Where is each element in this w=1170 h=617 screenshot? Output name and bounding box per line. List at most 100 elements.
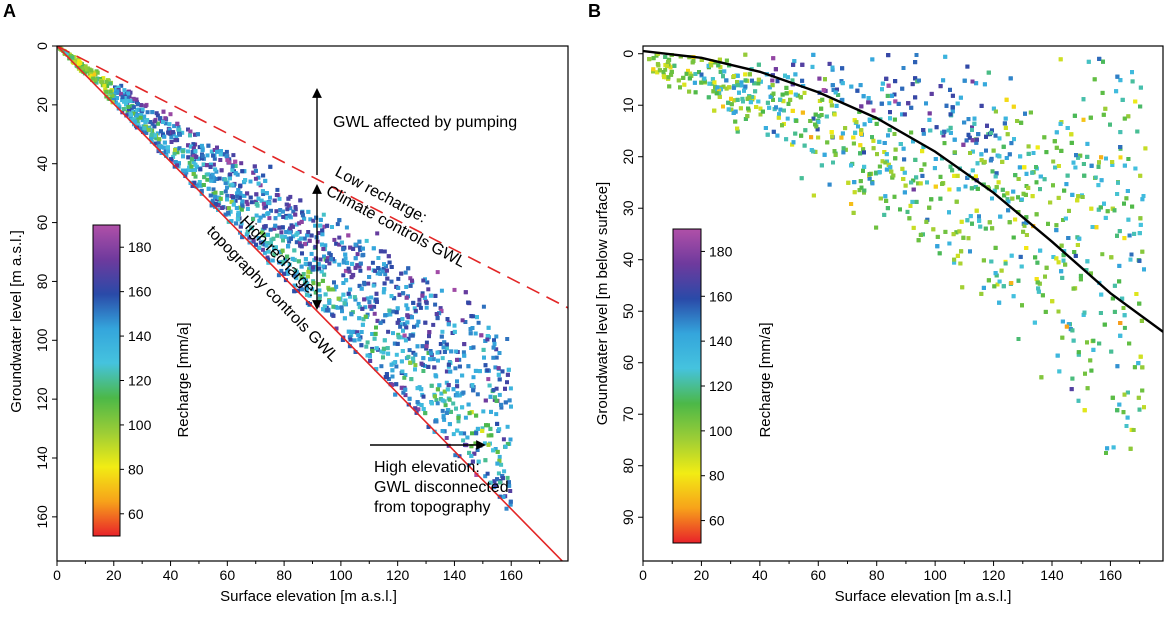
scatter-point xyxy=(407,396,412,401)
scatter-point xyxy=(724,86,729,91)
scatter-point xyxy=(858,179,863,184)
scatter-point xyxy=(208,193,213,198)
scatter-point xyxy=(829,130,834,135)
scatter-point xyxy=(1004,97,1009,102)
scatter-point xyxy=(1005,132,1010,137)
scatter-point xyxy=(273,216,278,221)
scatter-point xyxy=(452,323,457,328)
scatter-point xyxy=(841,146,846,151)
scatter-point xyxy=(440,429,445,433)
scatter-point xyxy=(494,334,499,339)
scatter-point xyxy=(920,173,925,178)
scatter-point xyxy=(366,266,371,271)
scatter-point xyxy=(426,364,431,369)
scatter-point xyxy=(1093,175,1098,180)
scatter-point xyxy=(843,126,848,131)
scatter-point xyxy=(1129,252,1134,257)
scatter-point xyxy=(323,243,328,248)
scatter-point xyxy=(410,315,414,320)
scatter-point xyxy=(175,163,179,168)
scatter-point xyxy=(91,76,96,81)
scatter-point xyxy=(955,173,960,178)
scatter-point xyxy=(378,320,383,325)
scatter-point xyxy=(929,197,934,202)
scatter-point xyxy=(481,304,486,309)
scatter-point xyxy=(285,254,290,259)
scatter-point xyxy=(672,63,677,68)
scatter-point xyxy=(940,156,944,161)
scatter-point xyxy=(461,390,466,395)
scatter-point xyxy=(733,119,738,124)
scatter-point xyxy=(418,305,423,310)
scatter-point xyxy=(968,214,973,219)
scatter-point xyxy=(262,242,267,247)
scatter-point xyxy=(273,223,278,228)
scatter-point xyxy=(1007,220,1012,225)
scatter-point xyxy=(256,236,261,241)
scatter-point xyxy=(473,441,478,446)
scatter-point xyxy=(225,157,230,162)
scatter-point xyxy=(131,105,136,110)
scatter-point xyxy=(339,305,344,310)
scatter-point xyxy=(1011,235,1016,240)
scatter-point xyxy=(254,192,259,197)
scatter-point xyxy=(294,240,299,245)
scatter-point xyxy=(330,225,334,229)
scatter-point xyxy=(839,135,844,140)
scatter-point xyxy=(357,283,362,288)
scatter-point xyxy=(1099,178,1104,183)
y-tick-label: 100 xyxy=(34,328,50,352)
scatter-point xyxy=(1076,194,1081,199)
scatter-point xyxy=(402,333,407,338)
x-tick-label: 160 xyxy=(500,567,524,583)
scatter-point xyxy=(717,94,722,99)
scatter-point xyxy=(334,284,339,289)
scatter-point xyxy=(186,155,191,160)
scatter-point xyxy=(830,134,835,139)
scatter-point xyxy=(1021,229,1026,234)
scatter-point xyxy=(819,106,824,111)
scatter-point xyxy=(321,212,326,217)
scatter-point xyxy=(738,106,743,111)
scatter-point xyxy=(408,360,413,365)
scatter-point xyxy=(1006,208,1011,213)
scatter-point xyxy=(911,225,916,230)
scatter-point xyxy=(357,245,362,250)
scatter-point xyxy=(343,252,348,257)
scatter-point xyxy=(300,287,304,292)
scatter-point xyxy=(327,261,332,266)
scatter-point xyxy=(350,273,355,278)
scatter-point xyxy=(213,190,218,195)
scatter-point xyxy=(336,296,341,301)
scatter-point xyxy=(172,124,177,129)
scatter-point xyxy=(240,169,245,174)
scatter-point xyxy=(115,96,119,100)
scatter-point xyxy=(399,271,404,276)
scatter-point xyxy=(970,149,975,154)
scatter-point xyxy=(376,266,381,270)
scatter-point xyxy=(402,322,407,327)
scatter-point xyxy=(337,262,342,267)
scatter-point xyxy=(508,437,513,442)
scatter-point xyxy=(750,95,755,99)
scatter-point xyxy=(325,308,330,313)
scatter-point xyxy=(743,78,748,83)
scatter-point xyxy=(261,192,266,196)
scatter-point xyxy=(1040,293,1045,298)
scatter-point xyxy=(1089,206,1094,211)
scatter-point xyxy=(788,97,793,102)
scatter-point xyxy=(887,101,892,106)
y-tick-label: 20 xyxy=(620,149,636,165)
scatter-point xyxy=(880,87,884,92)
scatter-point xyxy=(443,403,448,408)
scatter-point xyxy=(373,331,378,336)
scatter-point xyxy=(1109,255,1114,260)
scatter-point xyxy=(226,211,231,215)
scatter-point xyxy=(947,241,952,246)
scatter-point xyxy=(288,226,293,231)
scatter-point xyxy=(228,176,232,181)
scatter-point xyxy=(974,208,979,213)
scatter-point xyxy=(188,133,192,138)
scatter-point xyxy=(970,221,974,226)
scatter-point xyxy=(1010,196,1015,201)
